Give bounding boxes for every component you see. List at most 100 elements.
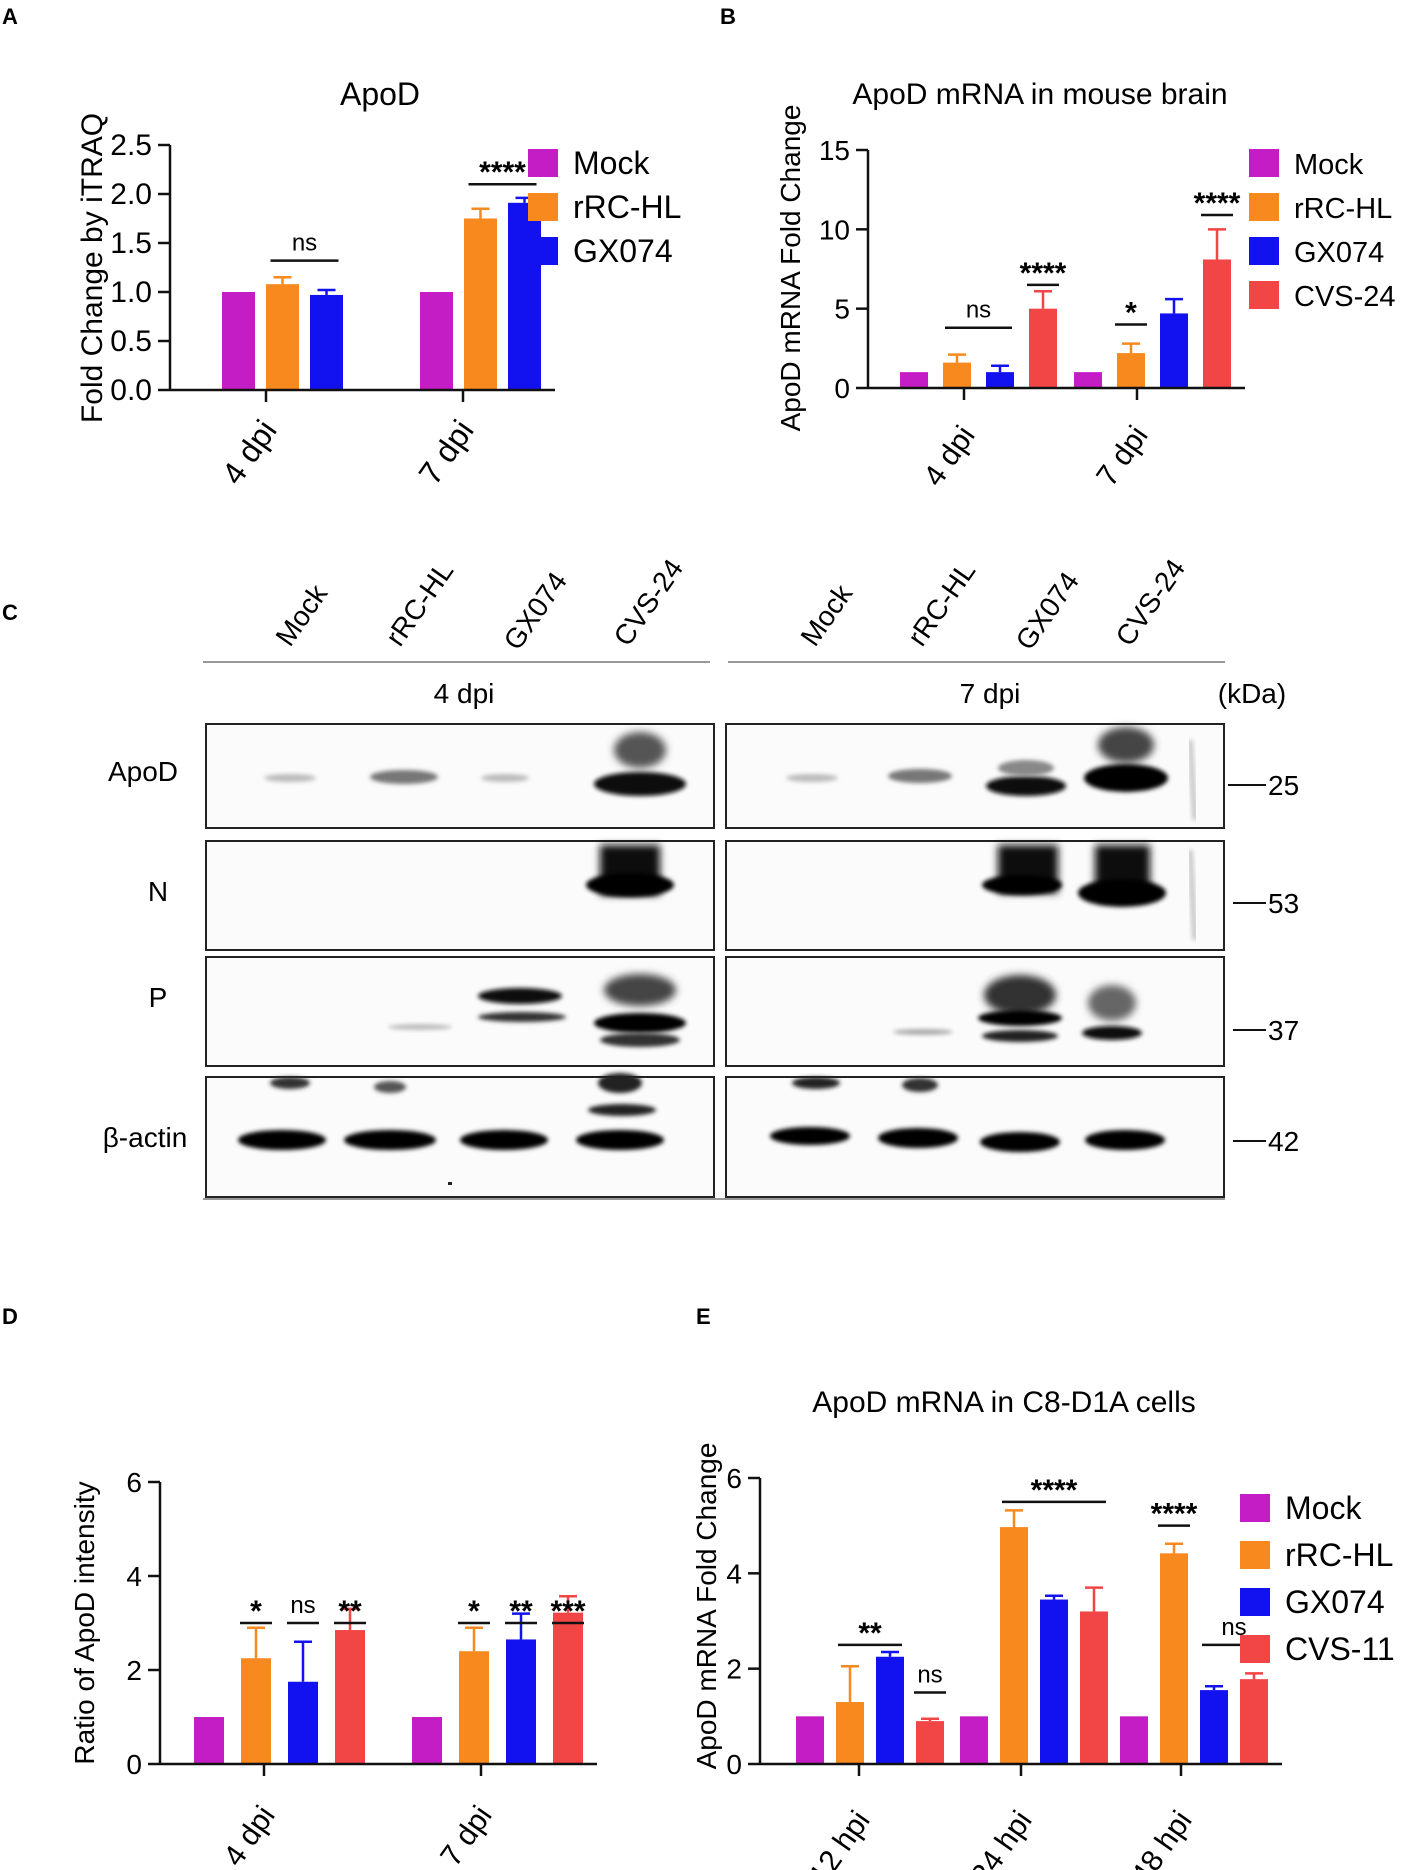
lane-label-cvs24-7dpi: CVS-24 <box>1110 553 1192 651</box>
bar-cvs-24-1 <box>553 1612 583 1764</box>
lane-label-gx074-4dpi: GX074 <box>498 566 573 655</box>
y-tick-label: 2.0 <box>110 178 152 211</box>
y-tick-label: 10 <box>819 214 850 245</box>
bar-rrc-hl-1 <box>1117 353 1145 388</box>
legend-swatch-rrc-hl <box>1249 193 1279 221</box>
bar-mock-0 <box>900 372 928 388</box>
bar-rrc-hl-1 <box>459 1651 489 1764</box>
panel-label-e: E <box>696 1304 711 1329</box>
y-tick-label: 2 <box>726 1654 742 1685</box>
chart-title: ApoD mRNA in C8-D1A cells <box>812 1386 1195 1419</box>
legend-swatch-gx074 <box>528 237 558 265</box>
legend-swatch-mock <box>528 149 558 177</box>
bar-gx074-1 <box>1160 313 1188 388</box>
legend-label-cvs-24: CVS-24 <box>1294 281 1396 313</box>
legend-swatch-mock <box>1249 149 1279 177</box>
legend-label-gx074: GX074 <box>1294 237 1384 269</box>
y-axis-label: Ratio of ApoD intensity <box>69 1481 100 1764</box>
timepoint-4dpi: 4 dpi <box>434 678 495 709</box>
x-tick-label: 24 hpi <box>965 1805 1039 1870</box>
blot-box-p-7dpi <box>725 956 1225 1067</box>
bar-rrc-hl-0 <box>943 362 971 388</box>
marker-25: 25 <box>1268 770 1299 801</box>
bar-cvs-24-0 <box>335 1630 365 1764</box>
legend-label-rrc-hl: rRC-HL <box>573 189 681 225</box>
legend-swatch-gx074 <box>1249 237 1279 265</box>
significance-label: ns <box>290 1592 315 1619</box>
significance-label: * <box>468 1595 480 1628</box>
y-axis-label: ApoD mRNA Fold Change <box>775 105 806 432</box>
y-tick-label: 2 <box>126 1655 142 1686</box>
y-tick-label: 15 <box>819 135 850 166</box>
y-tick-label: 0 <box>726 1749 742 1780</box>
row-label-beta-actin: β-actin <box>103 1122 188 1153</box>
significance-label: ns <box>966 297 991 324</box>
y-tick-label: 0.5 <box>110 325 152 358</box>
chart-title: ApoD mRNA in mouse brain <box>852 78 1227 111</box>
significance-label: **** <box>1194 187 1241 220</box>
marker-53: 53 <box>1268 888 1299 919</box>
bands-p <box>388 974 1142 1047</box>
y-tick-label: 4 <box>726 1558 742 1589</box>
legend-label-rrc-hl: rRC-HL <box>1285 1537 1393 1573</box>
bar-mock-0 <box>796 1716 824 1764</box>
lane-label-cvs24-4dpi: CVS-24 <box>608 553 690 651</box>
legend-label-cvs-11: CVS-11 <box>1285 1631 1395 1667</box>
x-tick-label: 12 hpi <box>803 1805 877 1870</box>
legend-swatch-rrc-hl <box>1240 1541 1270 1569</box>
y-tick-label: 0 <box>126 1749 142 1780</box>
legend-swatch-gx074 <box>1240 1588 1270 1616</box>
bar-gx074-1 <box>508 202 541 390</box>
x-tick-label: 7 dpi <box>411 413 480 490</box>
significance-label: ** <box>858 1617 882 1650</box>
marker-42: 42 <box>1268 1126 1299 1157</box>
significance-label: ns <box>917 1662 942 1689</box>
legend-label-mock: Mock <box>573 145 650 181</box>
timepoint-7dpi: 7 dpi <box>960 678 1021 709</box>
bar-rrc-hl-2 <box>1160 1553 1188 1764</box>
bar-mock-0 <box>222 292 255 390</box>
bar-gx074-0 <box>288 1681 318 1764</box>
bar-mock-2 <box>1120 1716 1148 1764</box>
chart-title: ApoD <box>340 76 420 112</box>
y-tick-label: 1.5 <box>110 227 152 260</box>
significance-label: * <box>250 1595 262 1628</box>
bar-gx074-1 <box>1040 1599 1068 1764</box>
panel-label-d: D <box>2 1304 18 1329</box>
chart-panel-b: ApoD mRNA in mouse brain ApoD mRNA Fold C… <box>775 78 1396 492</box>
bar-cvs-24-1 <box>1203 259 1231 388</box>
chart-panel-e: ApoD mRNA in C8-D1A cells ApoD mRNA Fold … <box>691 1386 1395 1870</box>
legend-label-gx074: GX074 <box>1285 1584 1385 1620</box>
y-tick-label: 1.0 <box>110 276 152 309</box>
significance-label: **** <box>1020 257 1067 290</box>
y-tick-label: 0.0 <box>110 374 152 407</box>
bands-actin <box>238 1073 1165 1185</box>
lane-label-mock-4dpi: Mock <box>270 578 334 651</box>
row-label-apod: ApoD <box>108 756 178 787</box>
y-tick-label: 5 <box>834 294 850 325</box>
legend-label-mock: Mock <box>1294 149 1364 181</box>
bar-gx074-0 <box>986 372 1014 388</box>
y-tick-label: 4 <box>126 1561 142 1592</box>
panel-label-b: B <box>720 4 736 29</box>
legend-swatch-mock <box>1240 1494 1270 1522</box>
bar-mock-1 <box>960 1716 988 1764</box>
significance-label: **** <box>479 156 526 189</box>
y-axis-label: ApoD mRNA Fold Change <box>691 1443 722 1770</box>
bands-n <box>586 845 1198 941</box>
y-tick-label: 6 <box>726 1463 742 1494</box>
blot-box-p-4dpi <box>205 956 715 1067</box>
lane-label-gx074-7dpi: GX074 <box>1010 566 1085 655</box>
y-tick-label: 0 <box>834 373 850 404</box>
bar-gx074-2 <box>1200 1690 1228 1764</box>
bar-mock-1 <box>420 292 453 390</box>
legend-label-rrc-hl: rRC-HL <box>1294 193 1392 225</box>
bar-cvs-11-1 <box>1080 1611 1108 1764</box>
bar-rrc-hl-0 <box>836 1702 864 1764</box>
panel-label-c: C <box>2 600 18 625</box>
bar-gx074-0 <box>876 1656 904 1764</box>
row-label-n: N <box>148 876 168 907</box>
x-tick-label: 48 hpi <box>1125 1805 1199 1870</box>
chart-panel-a: ApoD Fold Change by iTRAQ 0.0 0.5 1.0 1.5 2.0 2… <box>76 76 681 491</box>
